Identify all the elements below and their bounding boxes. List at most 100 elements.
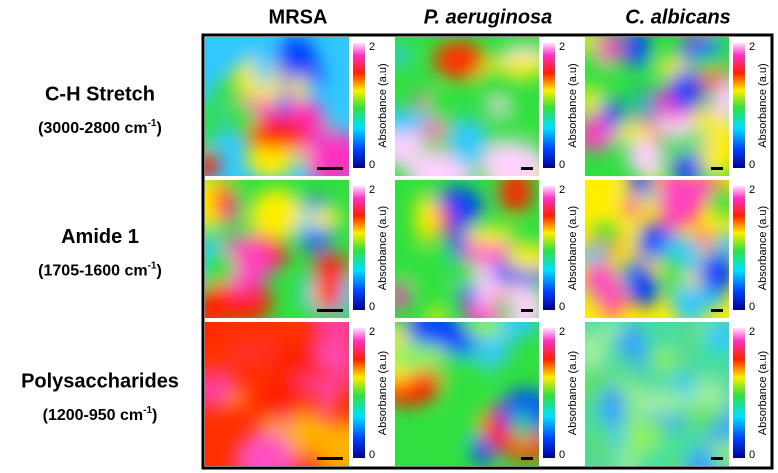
- heatmap-blob: [395, 282, 410, 310]
- heatmap-blob: [669, 69, 703, 113]
- colorbar: [543, 186, 555, 310]
- colorbar-min: 0: [369, 449, 375, 461]
- heatmap-blob: [253, 37, 274, 89]
- row-range-part: -1: [148, 118, 157, 129]
- heatmap-blob: [213, 182, 233, 220]
- frame: [201, 33, 774, 470]
- heatmap-blob: [585, 92, 606, 113]
- row-label: Polysaccharides: [21, 370, 179, 392]
- scale-bar: [711, 457, 723, 460]
- colorbar-label: Absorbance (a.u): [377, 63, 389, 147]
- heatmap-blob: [585, 247, 611, 265]
- row-range-part: -1: [148, 260, 157, 271]
- row-range-part: (1200-950 cm: [43, 407, 144, 424]
- heatmap-blob: [515, 407, 532, 447]
- colorbar-label: Absorbance (a.u): [567, 63, 579, 147]
- heatmap-blob: [654, 113, 694, 136]
- scale-bar: [521, 457, 533, 460]
- heatmap-blob: [623, 37, 650, 69]
- heatmap-blob: [287, 455, 315, 466]
- heatmap-blob: [473, 66, 528, 101]
- heatmap-blob: [613, 122, 654, 142]
- row-range: (1200-950 cm-1): [43, 405, 158, 425]
- heatmap-blob: [591, 221, 621, 246]
- heatmap-blob: [707, 116, 729, 156]
- heatmap-blob: [622, 418, 661, 455]
- heatmap-blob: [257, 373, 305, 419]
- heatmap-blob: [615, 451, 637, 466]
- heatmap-blobs: [395, 180, 539, 318]
- heatmap-blob: [434, 40, 485, 80]
- heatmap-blob: [270, 343, 319, 375]
- heatmap: [585, 180, 729, 318]
- heatmap-blob: [315, 420, 349, 466]
- colorbar: [353, 328, 365, 458]
- heatmap-blob: [466, 322, 505, 340]
- heatmap-blob: [668, 434, 703, 452]
- column-header: C. albicans: [625, 6, 731, 28]
- colorbar-max: 2: [749, 41, 755, 53]
- column-header: P. aeruginosa: [424, 6, 553, 28]
- heatmap-blob: [505, 246, 539, 272]
- heatmap-blob: [495, 299, 516, 318]
- colorbar-min: 0: [559, 449, 565, 461]
- heatmap: [395, 37, 539, 176]
- heatmap-blobs: [395, 322, 539, 466]
- heatmap-blob: [689, 405, 723, 431]
- heatmap-blob: [488, 95, 507, 117]
- colorbar-label: Absorbance (a.u): [567, 206, 579, 290]
- colorbar-label: Absorbance (a.u): [757, 63, 769, 147]
- colorbar-min: 0: [749, 159, 755, 171]
- colorbar-max: 2: [559, 41, 565, 53]
- heatmap-blob: [312, 253, 349, 285]
- heatmap-blob: [502, 53, 539, 76]
- heatmap: [205, 37, 349, 176]
- heatmap-blob: [229, 341, 279, 362]
- heatmap-blob: [585, 123, 612, 153]
- heatmap-blob: [709, 184, 729, 218]
- heatmap-blob: [205, 325, 220, 343]
- colorbar-min: 0: [369, 159, 375, 171]
- row-range-part: ): [157, 263, 162, 280]
- heatmap-blob: [395, 108, 429, 134]
- colorbar: [543, 328, 555, 458]
- heatmap: [585, 37, 729, 176]
- heatmap-blob: [464, 226, 513, 245]
- colorbar: [733, 43, 745, 168]
- row-range: (3000-2800 cm-1): [38, 118, 162, 138]
- scale-bar: [521, 167, 533, 170]
- heatmap-blob: [585, 336, 606, 374]
- heatmap-blobs: [585, 37, 729, 176]
- colorbar-max: 2: [559, 184, 565, 196]
- heatmap-blob: [450, 219, 469, 261]
- colorbar-max: 2: [369, 41, 375, 53]
- colorbar-label: Absorbance (a.u): [757, 351, 769, 435]
- scale-bar: [711, 309, 723, 312]
- heatmap-blob: [312, 348, 349, 366]
- heatmap-blob: [205, 249, 237, 286]
- row-range: (1705-1600 cm-1): [38, 260, 162, 280]
- colorbar: [543, 43, 555, 168]
- heatmap-blob: [704, 323, 729, 350]
- scale-bar: [317, 457, 343, 460]
- heatmap-blob: [666, 249, 684, 292]
- heatmap-blob: [652, 347, 678, 374]
- heatmap-blob: [306, 132, 349, 176]
- heatmap-blob: [395, 338, 448, 373]
- colorbar-min: 0: [749, 449, 755, 461]
- heatmap-blobs: [205, 37, 349, 176]
- heatmap-blob: [659, 185, 703, 227]
- colorbar-label: Absorbance (a.u): [377, 351, 389, 435]
- heatmap-blob: [250, 188, 304, 239]
- heatmap-blob: [623, 197, 641, 219]
- heatmap-blob: [205, 340, 234, 381]
- heatmap-blob: [205, 98, 220, 148]
- heatmap-blob: [205, 152, 221, 176]
- heatmap-blob: [395, 45, 411, 67]
- heatmap-blob: [310, 207, 342, 229]
- heatmap-blob: [508, 101, 539, 130]
- heatmap-blob: [699, 252, 729, 295]
- heatmap-blob: [450, 117, 486, 167]
- heatmap-blob: [500, 180, 532, 214]
